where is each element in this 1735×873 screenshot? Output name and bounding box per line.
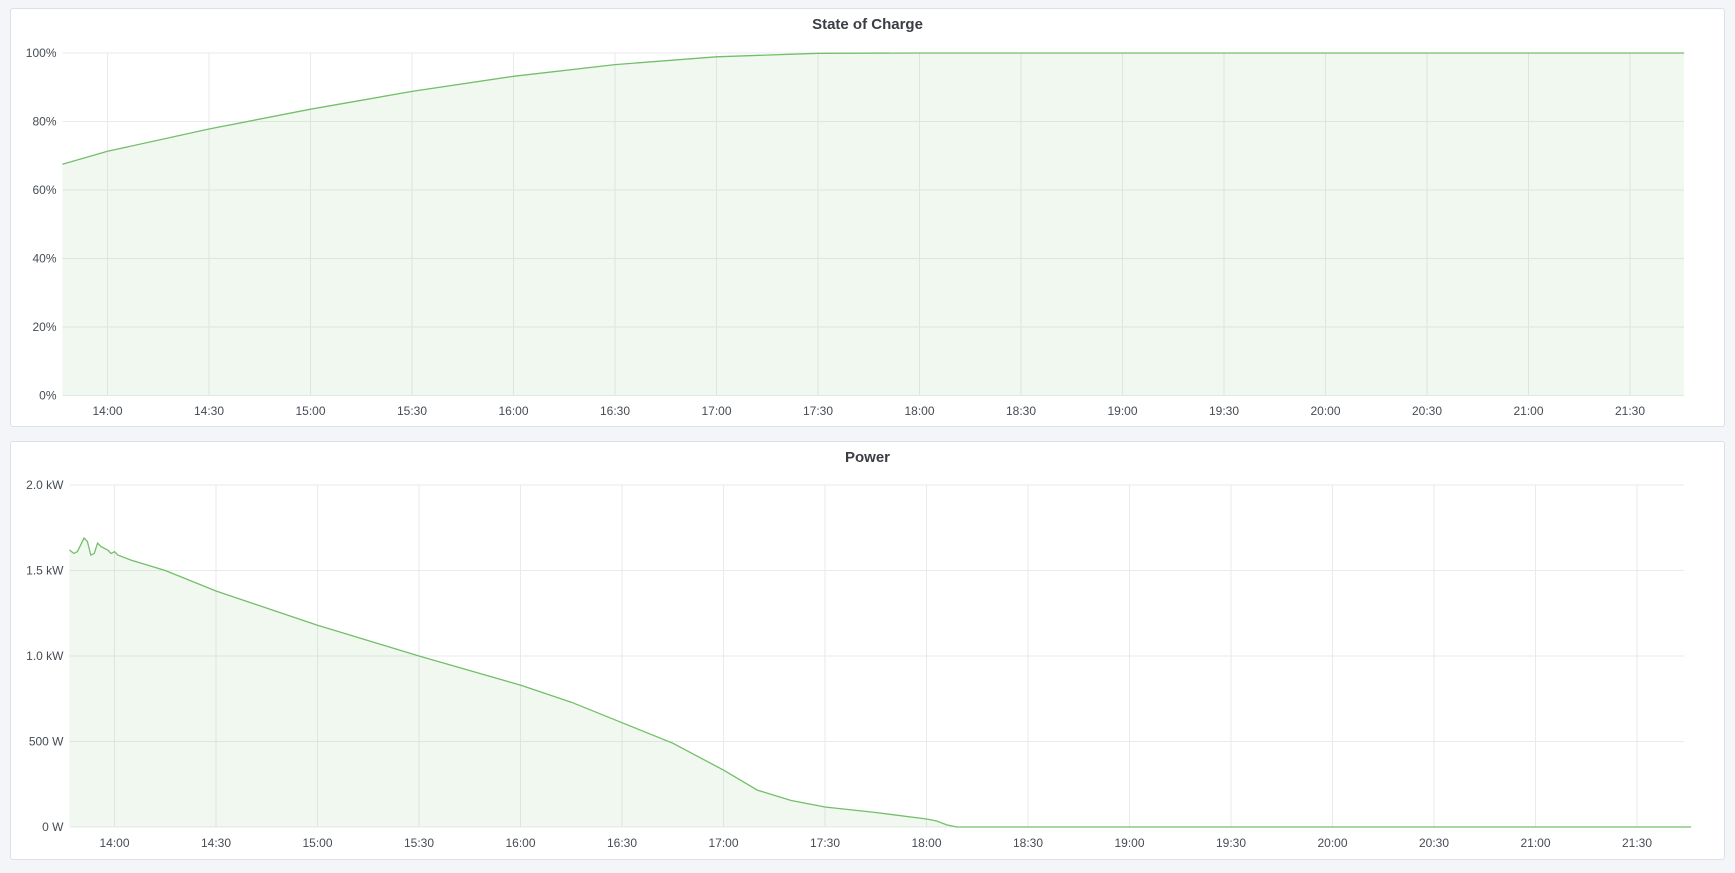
x-tick-label: 18:30	[1006, 404, 1036, 418]
x-tick-label: 15:00	[295, 404, 325, 418]
y-tick-label: 0 W	[42, 820, 64, 834]
x-tick-label: 15:30	[397, 404, 427, 418]
x-tick-label: 16:30	[600, 404, 630, 418]
x-tick-label: 19:00	[1107, 404, 1137, 418]
x-tick-label: 19:30	[1209, 404, 1239, 418]
series-line	[62, 52, 1685, 165]
panel-title: Power	[844, 449, 890, 466]
y-tick-label: 500 W	[29, 735, 64, 749]
y-tick-label: 60%	[32, 183, 56, 197]
x-tick-label: 21:30	[1615, 404, 1645, 418]
x-tick-label: 17:30	[810, 836, 840, 850]
x-tick-label: 14:30	[194, 404, 224, 418]
x-tick-label: 21:00	[1520, 836, 1550, 850]
x-tick-label: 16:00	[505, 836, 535, 850]
series-area	[69, 538, 1692, 827]
series-area	[62, 53, 1685, 396]
panel-title: State of Charge	[812, 16, 923, 33]
y-tick-label: 1.5 kW	[26, 564, 64, 578]
x-tick-label: 18:00	[911, 836, 941, 850]
x-tick-label: 16:30	[607, 836, 637, 850]
y-tick-label: 40%	[32, 252, 56, 266]
state-of-charge-panel: State of Charge	[10, 8, 1725, 427]
x-tick-label: 14:00	[92, 404, 122, 418]
y-tick-label: 20%	[32, 320, 56, 334]
x-tick-label: 19:30	[1216, 836, 1246, 850]
x-tick-label: 19:00	[1114, 836, 1144, 850]
x-tick-label: 21:30	[1622, 836, 1652, 850]
x-tick-label: 17:00	[701, 404, 731, 418]
series-line	[69, 536, 1692, 828]
power-panel: Power	[10, 441, 1725, 860]
x-tick-label: 20:00	[1317, 836, 1347, 850]
x-tick-label: 20:30	[1419, 836, 1449, 850]
x-tick-label: 18:30	[1013, 836, 1043, 850]
y-tick-label: 2.0 kW	[26, 478, 64, 492]
y-tick-label: 1.0 kW	[26, 649, 64, 663]
x-tick-label: 20:00	[1310, 404, 1340, 418]
x-tick-label: 20:30	[1412, 404, 1442, 418]
x-tick-label: 17:00	[708, 836, 738, 850]
x-tick-label: 14:00	[99, 836, 129, 850]
x-tick-label: 17:30	[803, 404, 833, 418]
x-tick-label: 16:00	[498, 404, 528, 418]
y-tick-label: 0%	[39, 389, 57, 403]
y-tick-label: 80%	[32, 115, 56, 129]
x-tick-label: 15:00	[302, 836, 332, 850]
x-tick-label: 18:00	[904, 404, 934, 418]
y-tick-label: 100%	[26, 46, 57, 60]
x-tick-label: 21:00	[1513, 404, 1543, 418]
x-tick-label: 14:30	[201, 836, 231, 850]
x-tick-label: 15:30	[404, 836, 434, 850]
